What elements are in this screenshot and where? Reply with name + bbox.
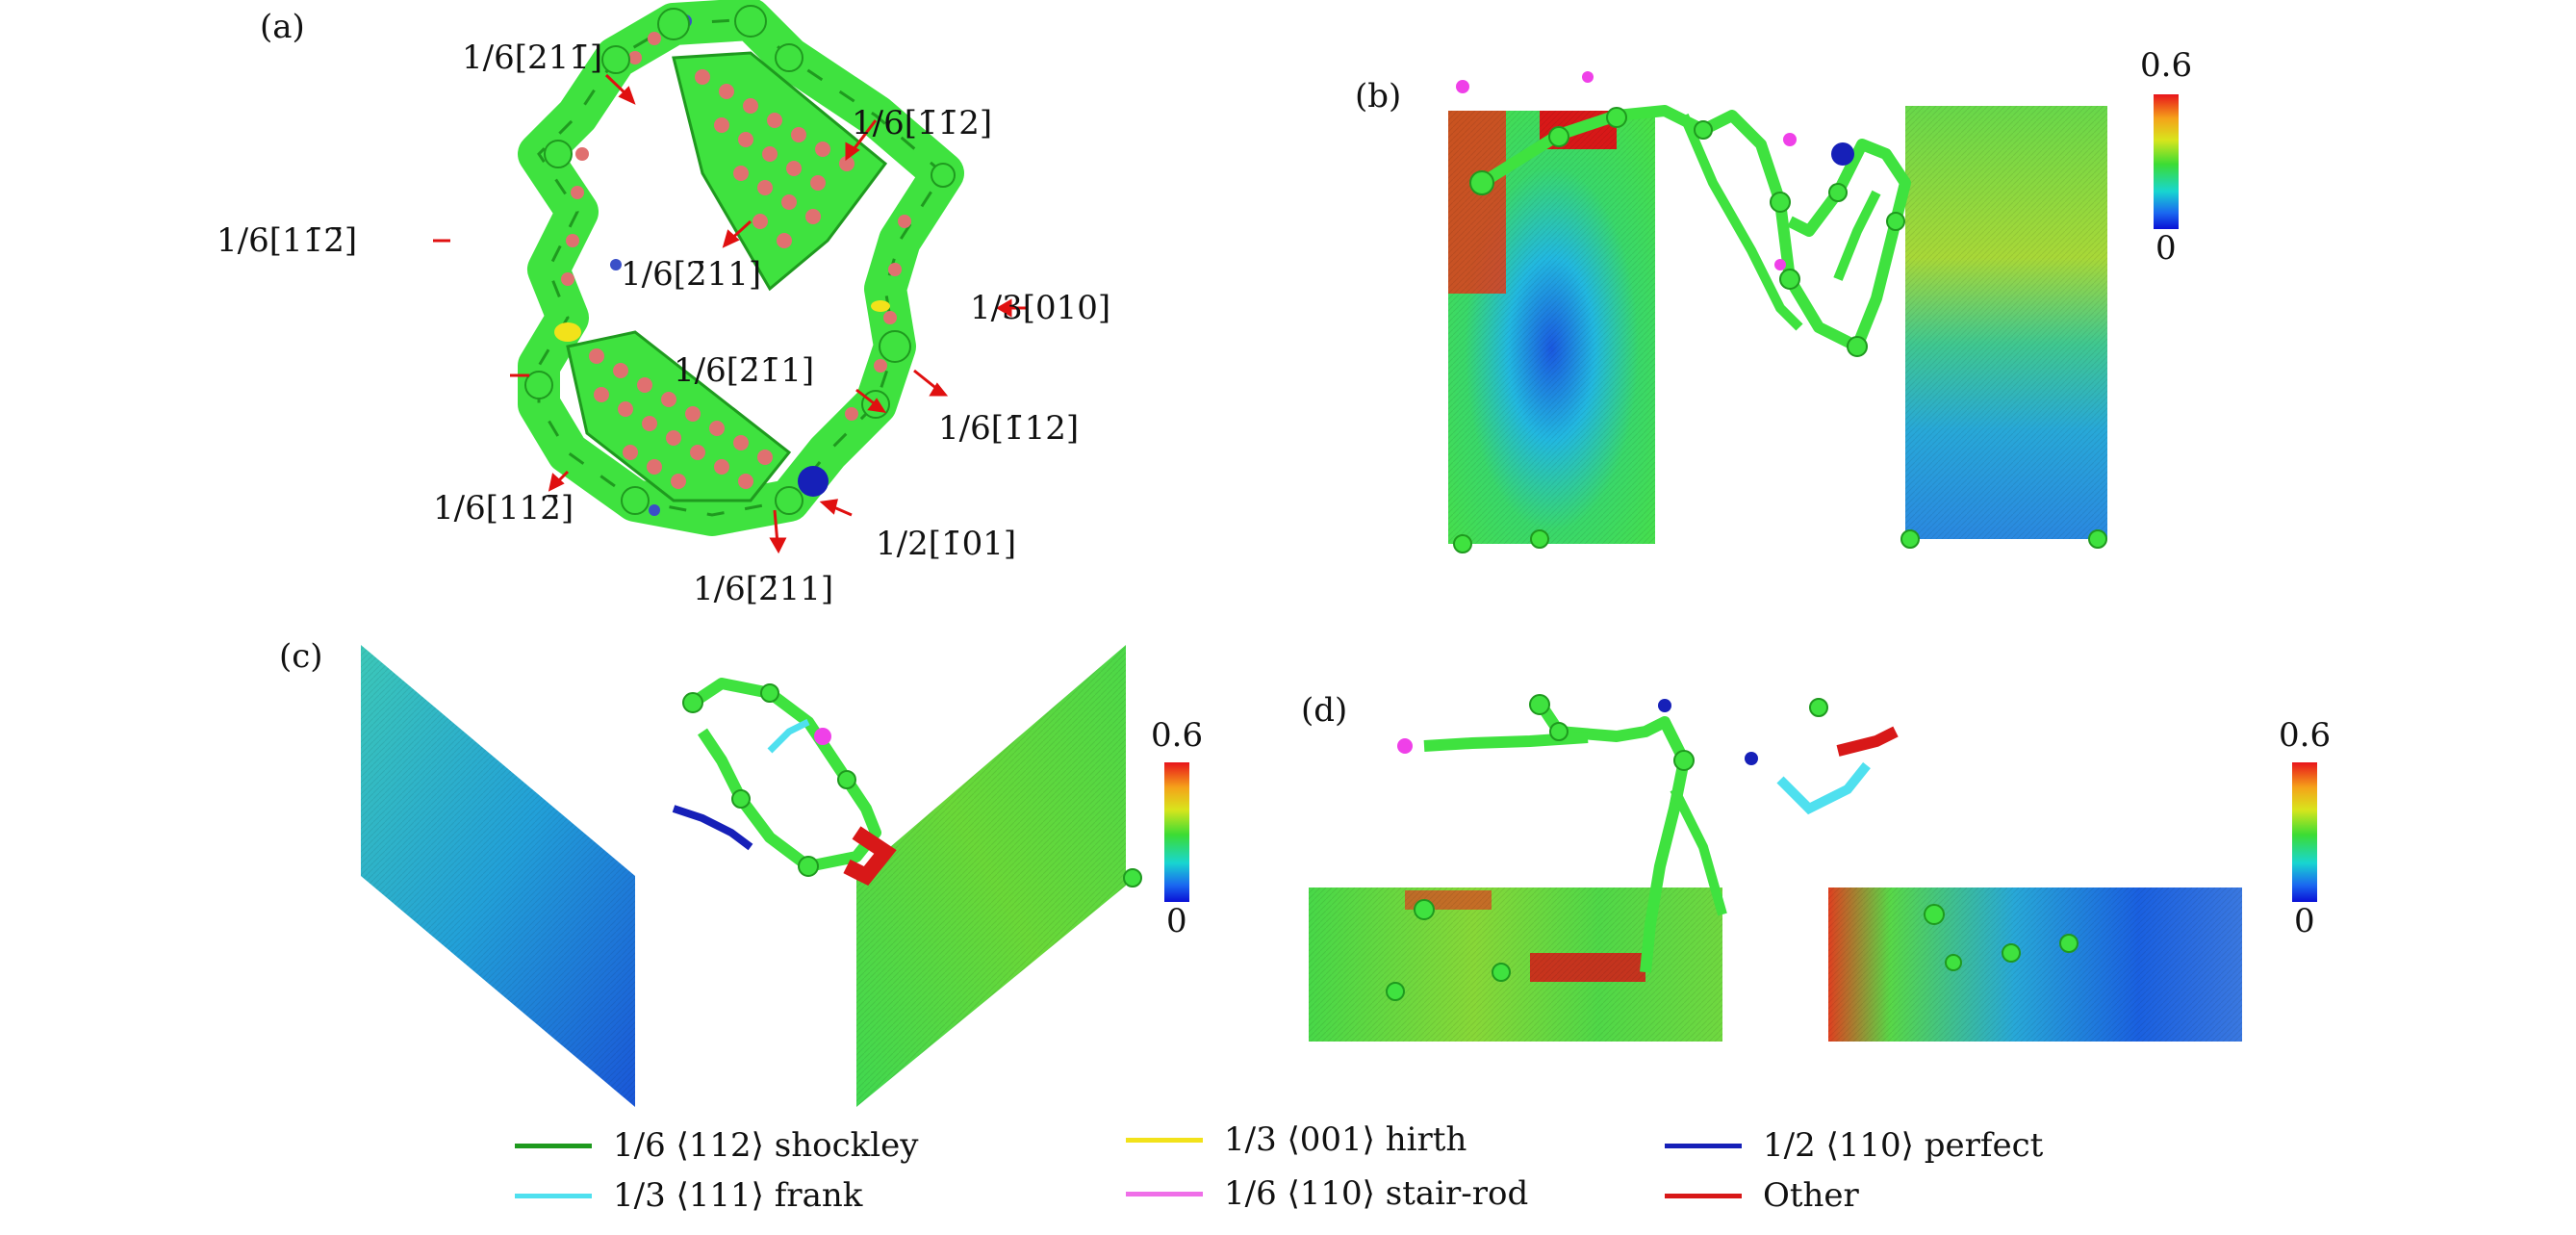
panel-d-label: (d) (1301, 691, 1348, 730)
burgers-annotation: 1/2[1̄01] (876, 525, 1017, 563)
legend-item: 1/3 ⟨001⟩ hirth (1126, 1120, 1467, 1159)
panel-a-loop-figure (433, 0, 1028, 554)
burgers-annotation: 1/6[11̄2̄] (217, 221, 358, 260)
legend-swatch (1126, 1137, 1203, 1143)
burgers-annotation: 1/6[211̄] (462, 39, 603, 77)
stacking-fault-upper (672, 51, 888, 292)
legend-label: 1/6 ⟨110⟩ stair-rod (1224, 1174, 1529, 1213)
panel-b-figure (1448, 71, 2107, 553)
colorbar-c: 0.6 0 (1151, 716, 1203, 940)
panel-a: (a) (217, 0, 1135, 626)
colorbar-min-label: 0 (1166, 902, 1187, 940)
panel-c: (c) 0.6 0 (269, 626, 1232, 1126)
dislocation-type-legend: 1/6 ⟨112⟩ shockley 1/3 ⟨111⟩ frank 1/3 ⟨… (515, 1120, 2170, 1232)
dislocation-chain (1535, 699, 1690, 973)
colorbar-max-label: 0.6 (1151, 716, 1204, 755)
panel-c-label: (c) (279, 637, 323, 676)
colorbar-d: 0.6 0 (2279, 716, 2331, 940)
burgers-annotation: 1/3[010] (970, 289, 1111, 327)
burgers-annotation: 1/6[2̄11] (693, 570, 834, 608)
legend-item: 1/6 ⟨112⟩ shockley (515, 1126, 918, 1165)
legend-label: 1/6 ⟨112⟩ shockley (613, 1126, 919, 1165)
legend-swatch (1126, 1191, 1203, 1196)
perfect-segment-node (798, 466, 829, 497)
legend-item: 1/3 ⟨111⟩ frank (515, 1176, 862, 1215)
panel-b: (b) (1338, 46, 2492, 558)
burgers-annotation: 1/6[1̄1̄2] (852, 104, 993, 142)
colorbar-b: 0.6 0 (2140, 46, 2192, 268)
legend-swatch (515, 1193, 592, 1198)
colorbar-max-label: 0.6 (2140, 46, 2193, 85)
colorbar-min-label: 0 (2294, 902, 2315, 940)
panel-b-label: (b) (1355, 77, 1402, 116)
colorbar-min-label: 0 (2155, 229, 2177, 268)
legend-swatch (1665, 1193, 1742, 1198)
panel-d-figure (1309, 694, 2242, 1042)
burgers-annotation: 1/6[1̄12] (938, 409, 1080, 448)
panel-a-label: (a) (260, 8, 305, 46)
legend-label: 1/3 ⟨001⟩ hirth (1224, 1120, 1467, 1159)
legend-label: Other (1763, 1176, 1859, 1215)
burgers-annotation: 1/6[2̄1̄1] (674, 351, 815, 390)
legend-item: 1/6 ⟨110⟩ stair-rod (1126, 1174, 1528, 1213)
colorbar-max-label: 0.6 (2279, 716, 2332, 755)
legend-swatch (1665, 1143, 1742, 1148)
legend-item: Other (1665, 1176, 1859, 1215)
dislocation-chain (1478, 105, 1911, 352)
panel-c-figure (361, 645, 1142, 1107)
legend-label: 1/3 ⟨111⟩ frank (613, 1176, 863, 1215)
hirth-segment (554, 322, 581, 342)
burgers-annotation: 1/6[2̄11] (621, 255, 762, 294)
burgers-annotation: 1/6[112̄] (433, 489, 574, 527)
panel-d: (d) (1280, 674, 2531, 1117)
legend-label: 1/2 ⟨110⟩ perfect (1763, 1126, 2044, 1165)
legend-item: 1/2 ⟨110⟩ perfect (1665, 1126, 2043, 1165)
legend-swatch (515, 1143, 592, 1148)
